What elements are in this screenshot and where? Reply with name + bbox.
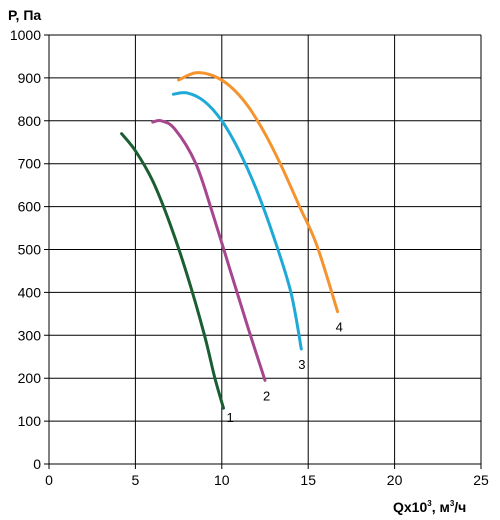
curves (120, 71, 340, 410)
curve-4 (177, 71, 340, 314)
y-tick-label: 1000 (10, 27, 41, 43)
x-tick-label: 25 (473, 472, 489, 488)
y-tick-label: 600 (18, 199, 42, 215)
curve-1 (120, 132, 225, 410)
y-tick-label: 400 (18, 284, 42, 300)
x-axis-title: Qx103, м3/ч (393, 499, 466, 515)
curve-label-1: 1 (227, 410, 234, 425)
y-tick-label: 500 (18, 242, 42, 258)
y-tick-label: 0 (33, 456, 41, 472)
x-tick-label: 5 (132, 472, 140, 488)
x-axis-title-prefix: Qx10 (393, 499, 427, 515)
curve-3 (171, 91, 303, 351)
y-axis-title: P, Па (8, 7, 41, 23)
tick-labels: 0 5 10 15 20 25 0 100 200 300 400 500 600 700 800 900 10… (10, 27, 489, 488)
x-tick-label: 15 (300, 472, 316, 488)
curve-labels: 1 2 3 4 (227, 320, 343, 426)
y-tick-label: 900 (18, 70, 42, 86)
x-axis-title-exp: 3 (427, 499, 432, 508)
y-tick-label: 200 (18, 370, 42, 386)
y-tick-label: 700 (18, 156, 42, 172)
grid (44, 34, 482, 469)
x-tick-label: 20 (387, 472, 403, 488)
x-axis-title-units: , м (432, 499, 450, 515)
curve-2 (151, 118, 267, 382)
curve-label-3: 3 (298, 357, 305, 372)
y-tick-label: 800 (18, 113, 42, 129)
x-tick-label: 10 (214, 472, 230, 488)
y-tick-label: 300 (18, 327, 42, 343)
x-axis-title-units-exp: 3 (450, 499, 455, 508)
curve-label-2: 2 (263, 388, 270, 403)
curve-label-4: 4 (336, 320, 343, 335)
x-axis-title-units-suffix: /ч (454, 499, 466, 515)
x-tick-label: 0 (45, 472, 53, 488)
y-tick-label: 100 (18, 413, 42, 429)
